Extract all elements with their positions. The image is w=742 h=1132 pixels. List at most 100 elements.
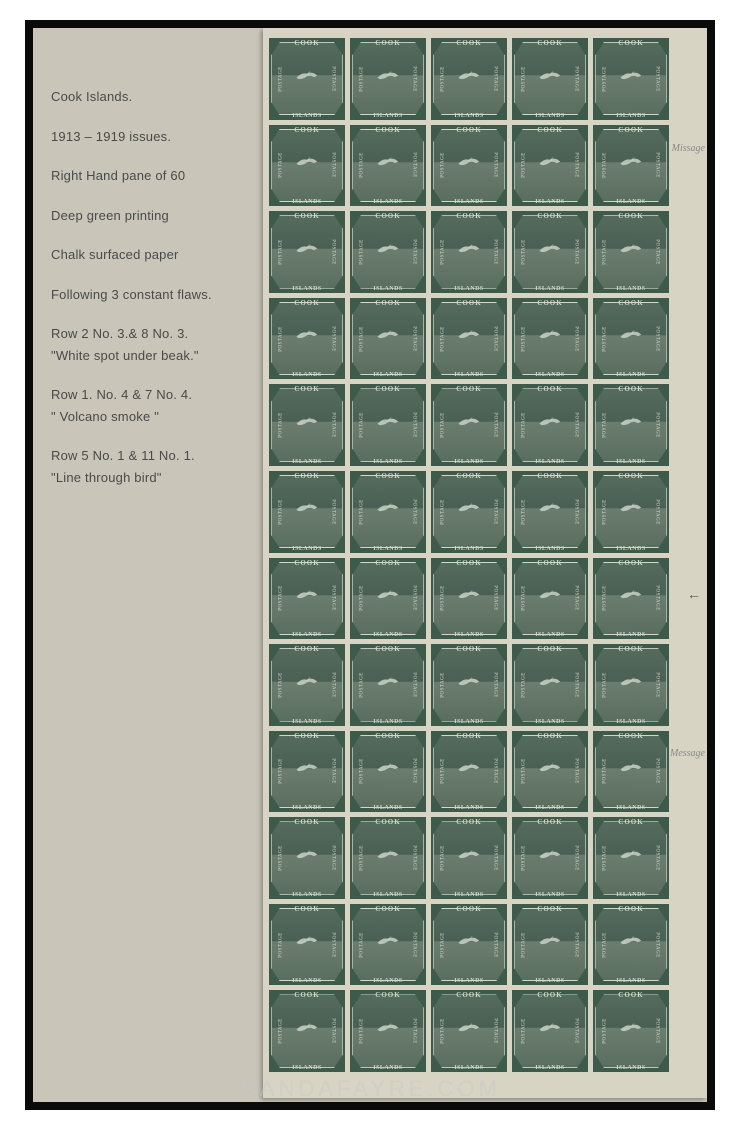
- bird-icon: [374, 844, 402, 865]
- stamp-islands-text: ISLANDS: [350, 978, 426, 984]
- stamp-cell: COOK ISLANDS POSTAGE POSTAGE: [429, 642, 509, 728]
- stamp-design: COOK ISLANDS POSTAGE POSTAGE: [350, 298, 426, 380]
- stamp-country-text: COOK: [512, 732, 588, 740]
- stamp-cell: COOK ISLANDS POSTAGE POSTAGE: [429, 902, 509, 988]
- stamp-country-text: COOK: [431, 732, 507, 740]
- stamp-postage-left: POSTAGE: [602, 66, 607, 92]
- stamp-design: COOK ISLANDS POSTAGE POSTAGE: [269, 731, 345, 813]
- stamp-postage-left: POSTAGE: [440, 239, 445, 265]
- stamp-country-text: COOK: [350, 385, 426, 393]
- bird-icon: [374, 324, 402, 345]
- bird-icon: [617, 1017, 645, 1038]
- bird-icon: [455, 930, 483, 951]
- stamp-islands-text: ISLANDS: [350, 632, 426, 638]
- stamp-cell: COOK ISLANDS POSTAGE POSTAGE: [591, 382, 671, 468]
- arrow-annotation: ←: [687, 586, 701, 602]
- stamp-islands-text: ISLANDS: [269, 286, 345, 292]
- stamp-postage-right: POSTAGE: [655, 585, 660, 611]
- pane-label: Right Hand pane of 60: [51, 167, 245, 185]
- stamp-postage-left: POSTAGE: [278, 845, 283, 871]
- stamp-postage-left: POSTAGE: [440, 759, 445, 785]
- stamp-design: COOK ISLANDS POSTAGE POSTAGE: [269, 298, 345, 380]
- stamp-postage-right: POSTAGE: [574, 845, 579, 871]
- stamp-postage-left: POSTAGE: [602, 153, 607, 179]
- stamp-postage-left: POSTAGE: [440, 326, 445, 352]
- stamp-design: COOK ISLANDS POSTAGE POSTAGE: [431, 731, 507, 813]
- bird-icon: [374, 671, 402, 692]
- bird-icon: [536, 151, 564, 172]
- stamp-islands-text: ISLANDS: [350, 719, 426, 725]
- stamp-postage-right: POSTAGE: [655, 326, 660, 352]
- stamp-islands-text: ISLANDS: [269, 892, 345, 898]
- stamp-postage-left: POSTAGE: [278, 326, 283, 352]
- bird-icon: [536, 1017, 564, 1038]
- stamp-postage-right: POSTAGE: [574, 499, 579, 525]
- stamp-islands-text: ISLANDS: [431, 719, 507, 725]
- stamp-country-text: COOK: [431, 299, 507, 307]
- stamp-postage-right: POSTAGE: [331, 412, 336, 438]
- stamp-cell: COOK ISLANDS POSTAGE POSTAGE: [348, 988, 428, 1074]
- stamp-country-text: COOK: [431, 385, 507, 393]
- flaw3-name: "Line through bird": [51, 469, 245, 487]
- stamp-postage-left: POSTAGE: [278, 499, 283, 525]
- stamp-postage-left: POSTAGE: [521, 1018, 526, 1044]
- flaw2-position: Row 1. No. 4 & 7 No. 4.: [51, 386, 245, 404]
- stamp-islands-text: ISLANDS: [593, 978, 669, 984]
- stamp-design: COOK ISLANDS POSTAGE POSTAGE: [431, 558, 507, 640]
- stamp-country-text: COOK: [593, 39, 669, 47]
- stamp-design: COOK ISLANDS POSTAGE POSTAGE: [350, 384, 426, 466]
- stamp-design: COOK ISLANDS POSTAGE POSTAGE: [512, 731, 588, 813]
- stamp-cell: COOK ISLANDS POSTAGE POSTAGE: [267, 123, 347, 209]
- stamp-islands-text: ISLANDS: [269, 459, 345, 465]
- stamp-postage-right: POSTAGE: [493, 672, 498, 698]
- stamp-design: COOK ISLANDS POSTAGE POSTAGE: [269, 990, 345, 1072]
- stamp-islands-text: ISLANDS: [512, 113, 588, 119]
- stamp-postage-right: POSTAGE: [331, 499, 336, 525]
- bird-icon: [455, 324, 483, 345]
- bird-icon: [374, 65, 402, 86]
- stamp-postage-right: POSTAGE: [493, 66, 498, 92]
- bird-icon: [617, 584, 645, 605]
- stamp-postage-left: POSTAGE: [602, 239, 607, 265]
- stamp-design: COOK ISLANDS POSTAGE POSTAGE: [512, 471, 588, 553]
- bird-icon: [536, 671, 564, 692]
- stamp-postage-right: POSTAGE: [412, 153, 417, 179]
- stamp-cell: COOK ISLANDS POSTAGE POSTAGE: [267, 382, 347, 468]
- stamp-postage-left: POSTAGE: [278, 1018, 283, 1044]
- stamp-design: COOK ISLANDS POSTAGE POSTAGE: [593, 298, 669, 380]
- stamp-country-text: COOK: [350, 126, 426, 134]
- stamp-postage-right: POSTAGE: [574, 759, 579, 785]
- stamp-country-text: COOK: [350, 991, 426, 999]
- stamp-islands-text: ISLANDS: [512, 459, 588, 465]
- stamp-postage-left: POSTAGE: [359, 499, 364, 525]
- stamp-design: COOK ISLANDS POSTAGE POSTAGE: [269, 38, 345, 120]
- bird-icon: [455, 1017, 483, 1038]
- stamp-postage-left: POSTAGE: [359, 672, 364, 698]
- stamp-postage-right: POSTAGE: [331, 759, 336, 785]
- stamp-cell: COOK ISLANDS POSTAGE POSTAGE: [267, 642, 347, 728]
- stamp-design: COOK ISLANDS POSTAGE POSTAGE: [512, 904, 588, 986]
- stamp-country-text: COOK: [431, 818, 507, 826]
- stamp-design: COOK ISLANDS POSTAGE POSTAGE: [593, 38, 669, 120]
- bird-icon: [293, 151, 321, 172]
- stamp-design: COOK ISLANDS POSTAGE POSTAGE: [350, 211, 426, 293]
- flaw1-name: "White spot under beak.": [51, 347, 245, 365]
- stamp-islands-text: ISLANDS: [512, 372, 588, 378]
- bird-icon: [617, 671, 645, 692]
- stamp-country-text: COOK: [593, 299, 669, 307]
- stamp-design: COOK ISLANDS POSTAGE POSTAGE: [512, 644, 588, 726]
- stamp-design: COOK ISLANDS POSTAGE POSTAGE: [269, 904, 345, 986]
- stamp-country-text: COOK: [512, 905, 588, 913]
- stamp-postage-right: POSTAGE: [331, 672, 336, 698]
- stamp-cell: COOK ISLANDS POSTAGE POSTAGE: [429, 729, 509, 815]
- bird-icon: [293, 1017, 321, 1038]
- bird-icon: [293, 584, 321, 605]
- stamp-islands-text: ISLANDS: [512, 805, 588, 811]
- bird-icon: [536, 65, 564, 86]
- stamp-country-text: COOK: [350, 212, 426, 220]
- stamp-cell: COOK ISLANDS POSTAGE POSTAGE: [510, 469, 590, 555]
- stamp-islands-text: ISLANDS: [593, 632, 669, 638]
- stamp-postage-right: POSTAGE: [574, 672, 579, 698]
- bird-icon: [293, 844, 321, 865]
- stamp-design: COOK ISLANDS POSTAGE POSTAGE: [350, 990, 426, 1072]
